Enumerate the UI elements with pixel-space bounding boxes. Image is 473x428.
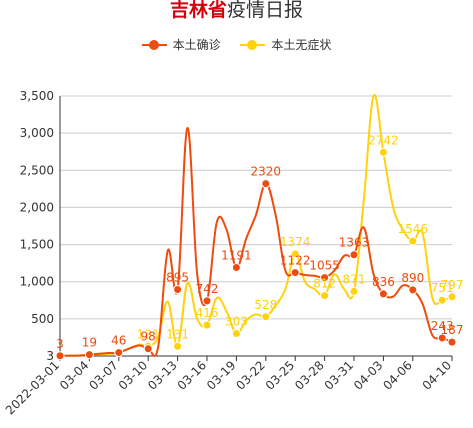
- data-label-0: 19: [82, 336, 97, 350]
- legend-item-confirmed[interactable]: 本土确诊: [141, 36, 221, 53]
- x-tick-label: 03-16: [175, 358, 210, 393]
- y-tick-label: 1,500: [20, 238, 54, 252]
- x-tick-label: 03-13: [145, 358, 180, 393]
- legend-dot-confirmed: [148, 39, 159, 50]
- data-label-0: 890: [401, 271, 424, 285]
- data-point-0: [447, 337, 457, 347]
- data-label-0: 742: [196, 282, 219, 296]
- data-label-1: 797: [441, 278, 464, 292]
- legend-item-asymptomatic[interactable]: 本土无症状: [240, 36, 331, 53]
- legend-label-confirmed: 本土确诊: [172, 38, 221, 52]
- data-label-1: 303: [225, 314, 248, 328]
- data-label-1: 751: [431, 281, 454, 295]
- series-line-0: [59, 126, 453, 357]
- data-point-0: [55, 351, 65, 361]
- x-tick-label: 03-19: [204, 358, 239, 393]
- data-label-1: 812: [313, 277, 336, 291]
- data-label-0: 895: [166, 271, 189, 285]
- data-label-0: 187: [441, 323, 464, 337]
- data-point-1: [320, 291, 330, 301]
- data-label-0: 1055: [309, 259, 340, 273]
- data-label-0: 2320: [251, 165, 282, 179]
- data-point-0: [231, 263, 241, 273]
- data-label-0: 1122: [280, 254, 311, 268]
- data-label-1: 131: [137, 327, 160, 341]
- x-tick-label: 2022-03-01: [3, 358, 62, 417]
- data-label-1: 416: [196, 306, 219, 320]
- x-tick-label: 03-10: [116, 358, 151, 393]
- data-label-1: 871: [343, 272, 366, 286]
- data-point-0: [320, 273, 330, 283]
- data-label-1: 1374: [280, 235, 311, 249]
- data-label-0: 98: [141, 330, 156, 344]
- data-point-1: [290, 249, 300, 259]
- data-point-1: [202, 320, 212, 330]
- data-label-1: 131: [166, 327, 189, 341]
- data-point-1: [349, 286, 359, 296]
- data-point-1: [408, 236, 418, 246]
- data-point-1: [447, 292, 457, 302]
- data-label-0: 243: [431, 319, 454, 333]
- x-tick-label: 03-22: [233, 358, 268, 393]
- data-point-0: [349, 250, 359, 260]
- legend-dot-asymptomatic: [247, 39, 258, 50]
- data-point-0: [173, 285, 183, 295]
- y-tick-label: 3,000: [20, 126, 54, 140]
- x-tick-label: 03-04: [57, 358, 92, 393]
- data-label-0: 3: [56, 337, 64, 351]
- legend-swatch-confirmed: [141, 38, 167, 52]
- data-label-0: 1363: [339, 236, 370, 250]
- data-point-0: [202, 296, 212, 306]
- data-label-0: 836: [372, 275, 395, 289]
- y-tick-label: 2,500: [20, 163, 54, 177]
- y-tick-label: 1,000: [20, 275, 54, 289]
- data-point-0: [114, 348, 124, 358]
- legend: 本土确诊 本土无症状: [0, 36, 473, 55]
- data-point-0: [261, 179, 271, 189]
- data-point-1: [173, 341, 183, 351]
- y-tick-label: 3: [46, 349, 54, 363]
- data-label-0: 1191: [221, 249, 252, 263]
- data-label-1: 2742: [368, 133, 399, 147]
- chart-title-highlight: 吉林省: [169, 0, 227, 21]
- chart-title: 吉林省疫情日报: [0, 0, 473, 22]
- x-tick-label: 03-25: [263, 358, 298, 393]
- y-tick-label: 2,000: [20, 200, 54, 214]
- x-tick-label: 04-06: [380, 358, 415, 393]
- y-tick-label: 500: [31, 312, 54, 326]
- x-tick-label: 04-03: [351, 358, 386, 393]
- data-point-1: [231, 328, 241, 338]
- legend-label-asymptomatic: 本土无症状: [271, 38, 332, 52]
- data-point-0: [143, 344, 153, 354]
- y-tick-label: 3,500: [20, 89, 54, 103]
- data-label-1: 1546: [398, 222, 429, 236]
- data-point-0: [437, 333, 447, 343]
- x-tick-label: 03-28: [292, 358, 327, 393]
- legend-swatch-asymptomatic: [240, 38, 266, 52]
- x-tick-label: 03-07: [86, 358, 121, 393]
- data-point-0: [408, 285, 418, 295]
- x-tick-label: 03-31: [322, 358, 357, 393]
- chart-title-rest: 疫情日报: [227, 0, 304, 21]
- data-label-1: 528: [254, 298, 277, 312]
- data-point-1: [378, 147, 388, 157]
- data-point-0: [378, 289, 388, 299]
- x-tick-label: 04-10: [420, 358, 455, 393]
- data-point-0: [84, 350, 94, 360]
- data-point-1: [261, 312, 271, 322]
- data-label-0: 46: [111, 334, 126, 348]
- data-point-1: [437, 295, 447, 305]
- data-point-0: [290, 268, 300, 278]
